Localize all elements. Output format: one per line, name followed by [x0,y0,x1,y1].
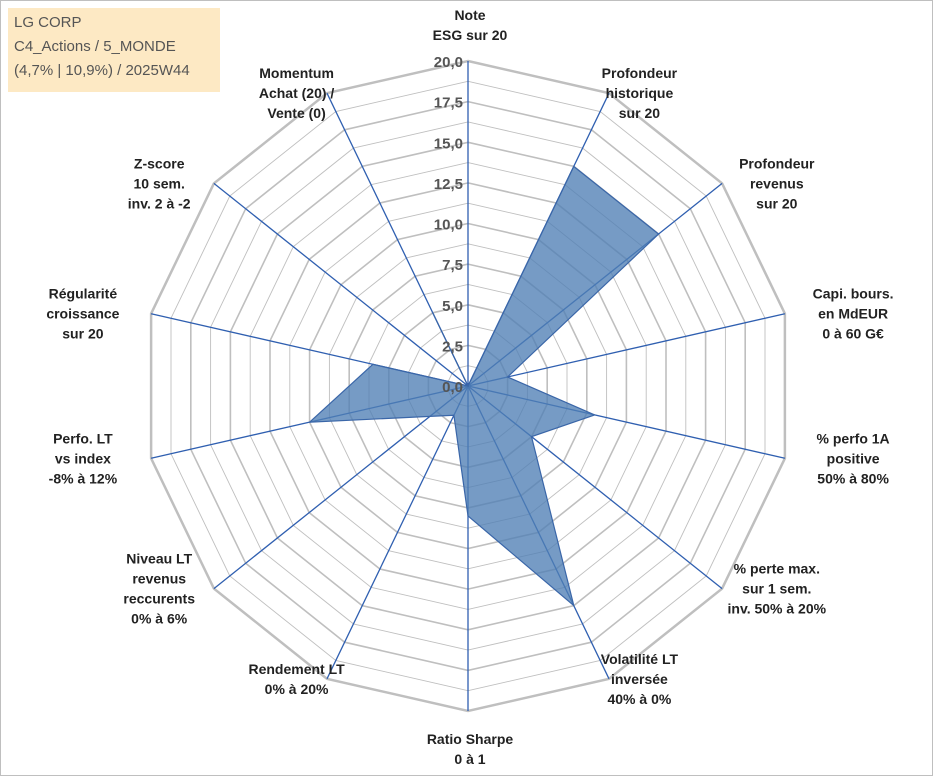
axis-label-line: revenus [750,175,804,191]
axis-label: Profondeur historique sur 20 [602,65,678,121]
axis-label-line: Z-score [134,155,185,171]
axis-label: Volatilité LT inversée 40% à 0% [601,651,679,707]
axis-spoke [213,182,469,387]
radar-series [307,165,660,608]
axis-label-line: 0% à 6% [131,611,188,627]
axis-spoke [213,385,469,590]
axis-label-line: Capi. bours. [813,286,894,302]
axis-label-line: 0 à 60 G€ [822,326,884,342]
axis-label-line: inversée [611,671,668,687]
axis-label-line: Niveau LT [126,551,192,567]
axis-label: % perte max. sur 1 sem. inv. 50% à 20% [728,561,827,617]
axis-label: % perfo 1A positive 50% à 80% [817,430,890,486]
axis-label: Z-score 10 sem. inv. 2 à -2 [128,155,191,211]
axis-label-line: Régularité [49,286,118,302]
tick-label: 12,5 [434,176,463,193]
axis-label-line: inv. 2 à -2 [128,195,191,211]
axis-spoke [326,385,469,680]
tick-label: 0,0 [442,379,463,396]
radar-tick-labels: 0,0 2,5 5,0 7,5 10,0 12,5 15,0 17,5 20,0 [434,54,463,396]
axis-label-line: 0 à 1 [454,751,485,767]
axis-label-line: 40% à 0% [607,691,671,707]
axis-label-line: Achat (20) / [259,85,335,101]
axis-label-line: Perfo. LT [53,430,113,446]
axis-label-line: Note [454,7,485,23]
axis-label-line: 50% à 80% [817,470,889,486]
tick-label: 2,5 [442,338,463,355]
axis-label: Perfo. LT vs index -8% à 12% [49,430,118,486]
axis-label-line: Rendement LT [248,661,345,677]
axis-label-line: reccurents [123,591,195,607]
axis-label-line: croissance [46,306,119,322]
tick-label: 7,5 [442,257,463,274]
axis-label-line: sur 20 [619,105,660,121]
axis-label-line: sur 20 [756,195,797,211]
axis-label-line: % perte max. [734,561,820,577]
chart-title-box: LG CORP C4_Actions / 5_MONDE (4,7% | 10,… [8,8,220,92]
axis-label: Momentum Achat (20) / Vente (0) [259,65,335,121]
axis-label-line: sur 1 sem. [742,581,811,597]
tick-label: 10,0 [434,217,463,234]
tick-label: 17,5 [434,95,463,112]
chart-title-period: (4,7% | 10,9%) / 2025W44 [14,62,190,79]
axis-label-line: ESG sur 20 [433,27,508,43]
axis-label-line: Vente (0) [267,105,325,121]
axis-label-line: en MdEUR [818,306,888,322]
axis-label-line: Momentum [259,65,334,81]
tick-label: 15,0 [434,135,463,152]
axis-label-line: sur 20 [62,326,103,342]
axis-label: Ratio Sharpe 0 à 1 [427,731,514,767]
tick-label: 20,0 [434,54,463,71]
axis-label: Niveau LT revenus reccurents 0% à 6% [123,551,195,627]
axis-label-line: historique [606,85,674,101]
axis-label: Capi. bours. en MdEUR 0 à 60 G€ [813,286,894,342]
axis-label-line: Ratio Sharpe [427,731,514,747]
axis-label-line: revenus [132,571,186,587]
axis-label-line: Profondeur [602,65,678,81]
chart-title-company: LG CORP [14,14,82,31]
axis-label: Note ESG sur 20 [433,7,508,43]
axis-label-line: inv. 50% à 20% [728,601,827,617]
axis-label: Rendement LT 0% à 20% [248,661,345,697]
axis-label-line: -8% à 12% [49,470,118,486]
axis-label: Régularité croissance sur 20 [46,286,119,342]
series-area [307,165,660,608]
axis-label-line: 10 sem. [134,175,185,191]
axis-label-line: % perfo 1A [817,430,890,446]
axis-label: Profondeur revenus sur 20 [739,155,815,211]
axis-spoke [467,313,786,387]
axis-label-line: Profondeur [739,155,815,171]
radar-axis-labels: Note ESG sur 20 Profondeur historique sur 20… [46,7,893,767]
tick-label: 5,0 [442,298,463,315]
chart-title-portfolio: C4_Actions / 5_MONDE [14,38,176,55]
axis-label-line: 0% à 20% [265,681,329,697]
axis-label-line: positive [827,450,880,466]
axis-label-line: Volatilité LT [601,651,679,667]
axis-label-line: vs index [55,450,111,466]
